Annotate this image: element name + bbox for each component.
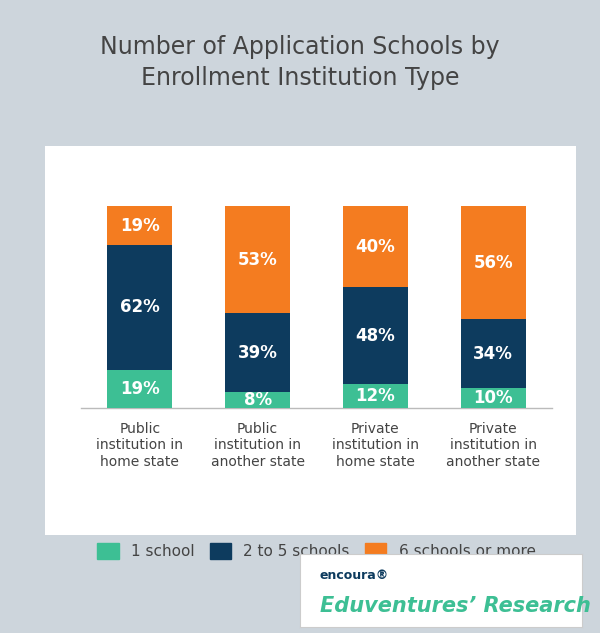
Text: 39%: 39% <box>238 344 278 361</box>
Text: 40%: 40% <box>355 238 395 256</box>
Bar <box>107 245 172 370</box>
Text: 12%: 12% <box>355 387 395 405</box>
Legend: 1 school, 2 to 5 schools, 6 schools or more: 1 school, 2 to 5 schools, 6 schools or m… <box>97 543 536 559</box>
Bar <box>107 370 172 408</box>
Bar <box>225 392 290 408</box>
Bar <box>343 206 408 287</box>
Bar <box>461 320 526 388</box>
Bar <box>461 388 526 408</box>
Bar <box>343 384 408 408</box>
Text: 62%: 62% <box>120 298 160 316</box>
Bar <box>225 206 290 313</box>
Bar <box>343 287 408 384</box>
Text: 8%: 8% <box>244 391 272 409</box>
Text: 34%: 34% <box>473 345 513 363</box>
Bar <box>461 206 526 320</box>
Text: 19%: 19% <box>120 380 160 398</box>
Text: 48%: 48% <box>355 327 395 344</box>
Bar <box>225 313 290 392</box>
Text: Number of Application Schools by
Enrollment Institution Type: Number of Application Schools by Enrollm… <box>100 35 500 91</box>
Text: Eduventures’ Research: Eduventures’ Research <box>320 596 590 617</box>
Text: 19%: 19% <box>120 216 160 234</box>
Text: 56%: 56% <box>473 254 513 272</box>
Text: 53%: 53% <box>238 251 277 269</box>
Bar <box>107 206 172 245</box>
Text: 10%: 10% <box>473 389 513 407</box>
Text: encoura®: encoura® <box>320 569 389 582</box>
